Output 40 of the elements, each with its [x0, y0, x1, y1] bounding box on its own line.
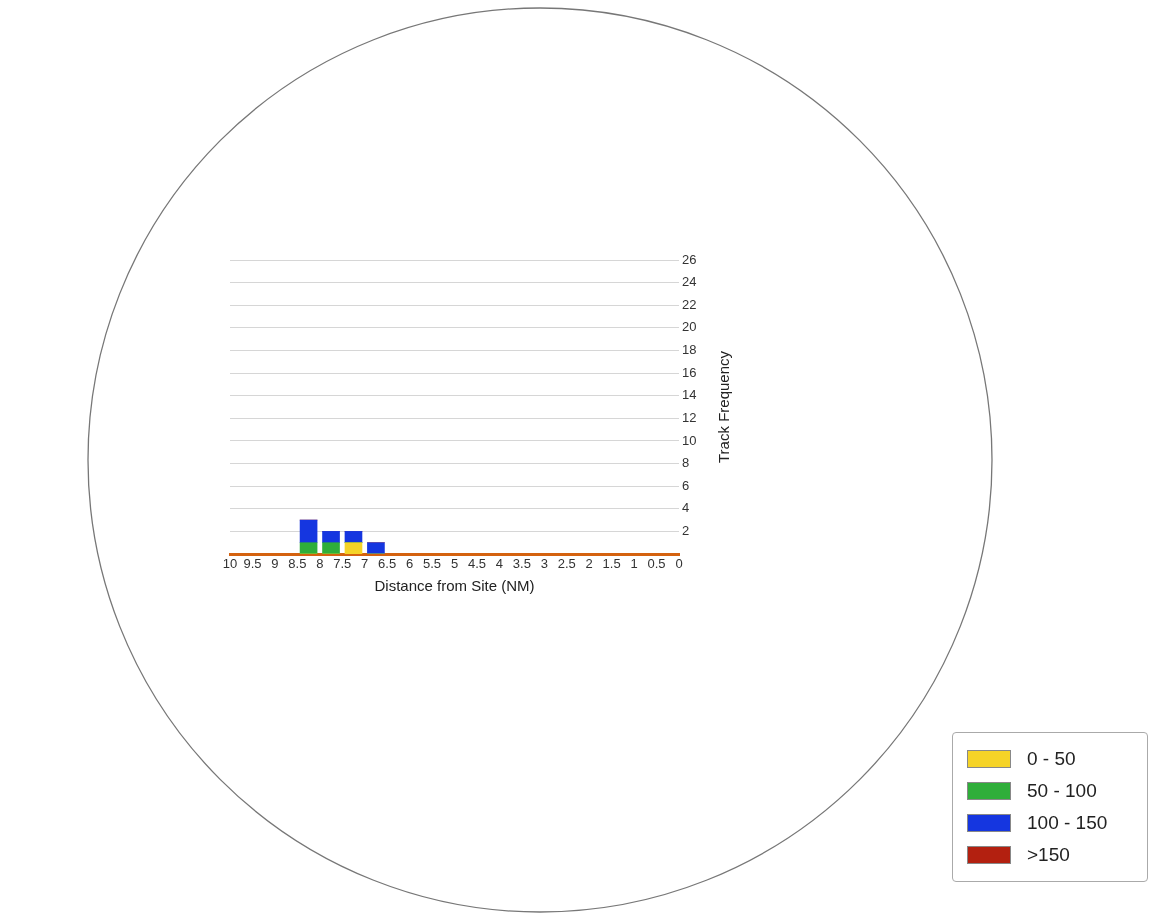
y-tick-label: 20 — [682, 319, 697, 335]
x-tick-label: 5 — [450, 556, 459, 572]
y-tick-label: 4 — [682, 500, 690, 516]
y-axis-title: Track Frequency — [715, 350, 733, 463]
y-tick-label: 22 — [682, 296, 697, 312]
y-tick-label: 16 — [682, 364, 697, 380]
x-tick-label: 1 — [630, 556, 638, 572]
x-tick-label: 4 — [495, 556, 504, 572]
y-tick-label: 18 — [682, 342, 697, 358]
x-tick-label: 4.5 — [467, 556, 486, 572]
y-tick-label: 6 — [682, 477, 690, 493]
y-tick-label: 8 — [682, 455, 690, 471]
y-tick-label: 12 — [682, 409, 697, 425]
x-axis-title: Distance from Site (NM) — [374, 577, 535, 595]
x-tick-label: 7 — [361, 556, 369, 572]
x-tick-label: 2 — [585, 556, 593, 572]
y-tick-label: 10 — [682, 432, 697, 448]
x-tick-label: 7.5 — [333, 556, 352, 572]
x-tick-label: 2.5 — [557, 556, 576, 572]
x-tick-label: 1.5 — [602, 556, 621, 572]
x-tick-label: 0.5 — [647, 556, 666, 572]
x-tick-label: 3.5 — [512, 556, 531, 572]
x-tick-label: 6 — [405, 556, 414, 572]
x-tick-label: 3 — [540, 556, 548, 572]
x-tick-label: 9.5 — [243, 556, 262, 572]
y-tick-label: 14 — [682, 387, 697, 403]
x-tick-label: 10 — [222, 556, 238, 572]
x-tick-label: 8.5 — [288, 556, 307, 572]
legend-label: 100 - 150 — [1027, 812, 1108, 834]
legend-label: 50 - 100 — [1027, 780, 1097, 802]
y-tick-label: 26 — [682, 251, 697, 267]
y-tick-label: 24 — [682, 274, 697, 290]
y-tick-label: 2 — [682, 522, 690, 538]
x-tick-label: 9 — [271, 556, 279, 572]
x-tick-label: 5.5 — [423, 556, 442, 572]
x-tick-label: 0 — [675, 556, 683, 572]
x-tick-label: 8 — [316, 556, 324, 572]
legend-label: 0 - 50 — [1027, 748, 1076, 770]
legend-label: >150 — [1027, 844, 1070, 866]
x-tick-label: 6.5 — [378, 556, 397, 572]
